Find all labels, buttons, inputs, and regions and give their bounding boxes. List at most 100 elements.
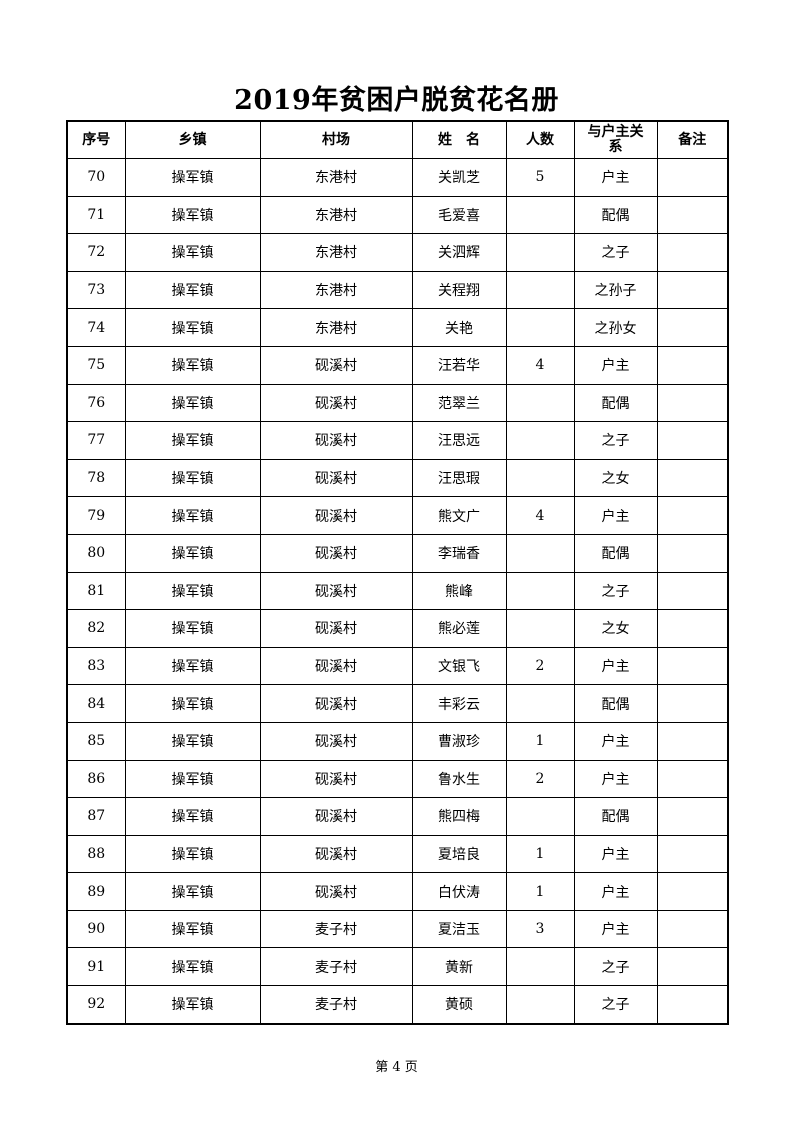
cell-index: 86	[66, 759, 126, 799]
table-row: 75 操军镇 砚溪村 汪若华 4 户主	[66, 345, 729, 385]
header-village: 村场	[259, 120, 413, 159]
cell-village: 砚溪村	[259, 345, 413, 385]
cell-name: 李瑞香	[411, 533, 507, 573]
table-row: 81 操军镇 砚溪村 熊峰 之子	[66, 571, 729, 611]
cell-index: 73	[66, 270, 126, 310]
header-relation: 与户主关系	[573, 120, 658, 159]
header-remark: 备注	[656, 120, 729, 159]
cell-relation: 户主	[573, 646, 658, 686]
cell-remark	[656, 345, 729, 385]
cell-index: 70	[66, 158, 126, 197]
cell-relation: 户主	[573, 759, 658, 799]
cell-count: 2	[505, 646, 575, 686]
cell-remark	[656, 797, 729, 836]
cell-name: 毛爱喜	[411, 195, 507, 235]
cell-index: 83	[66, 646, 126, 686]
cell-count	[505, 195, 575, 235]
cell-index: 82	[66, 609, 126, 648]
cell-name: 关艳	[411, 308, 507, 347]
cell-count: 4	[505, 345, 575, 385]
table-row: 85 操军镇 砚溪村 曹淑珍 1 户主	[66, 721, 729, 761]
cell-remark	[656, 195, 729, 235]
cell-name: 范翠兰	[411, 383, 507, 423]
cell-relation: 户主	[573, 909, 658, 949]
cell-village: 麦子村	[259, 947, 413, 987]
table-row: 84 操军镇 砚溪村 丰彩云 配偶	[66, 684, 729, 723]
cell-village: 砚溪村	[259, 496, 413, 535]
table-row: 70 操军镇 东港村 关凯芝 5 户主	[66, 158, 729, 197]
cell-name: 夏洁玉	[411, 909, 507, 949]
cell-count: 5	[505, 158, 575, 197]
cell-relation: 之女	[573, 609, 658, 648]
cell-index: 87	[66, 797, 126, 836]
cell-village: 麦子村	[259, 985, 413, 1025]
cell-town: 操军镇	[124, 383, 261, 423]
cell-name: 熊必莲	[411, 609, 507, 648]
cell-remark	[656, 872, 729, 911]
cell-village: 砚溪村	[259, 609, 413, 648]
cell-name: 汪若华	[411, 345, 507, 385]
cell-remark	[656, 646, 729, 686]
table-row: 74 操军镇 东港村 关艳 之孙女	[66, 308, 729, 347]
cell-remark	[656, 759, 729, 799]
cell-town: 操军镇	[124, 571, 261, 611]
cell-index: 75	[66, 345, 126, 385]
cell-name: 曹淑珍	[411, 721, 507, 761]
cell-town: 操军镇	[124, 345, 261, 385]
cell-town: 操军镇	[124, 797, 261, 836]
cell-town: 操军镇	[124, 684, 261, 723]
cell-relation: 之孙子	[573, 270, 658, 310]
cell-relation: 之子	[573, 985, 658, 1025]
cell-village: 砚溪村	[259, 421, 413, 460]
cell-town: 操军镇	[124, 421, 261, 460]
cell-town: 操军镇	[124, 533, 261, 573]
cell-count	[505, 421, 575, 460]
cell-town: 操军镇	[124, 834, 261, 874]
cell-remark	[656, 947, 729, 987]
cell-remark	[656, 985, 729, 1025]
cell-village: 砚溪村	[259, 834, 413, 874]
table-row: 76 操军镇 砚溪村 范翠兰 配偶	[66, 383, 729, 423]
cell-town: 操军镇	[124, 458, 261, 498]
cell-remark	[656, 721, 729, 761]
table-row: 88 操军镇 砚溪村 夏培良 1 户主	[66, 834, 729, 874]
cell-name: 熊文广	[411, 496, 507, 535]
cell-name: 黄新	[411, 947, 507, 987]
table-row: 80 操军镇 砚溪村 李瑞香 配偶	[66, 533, 729, 573]
table-row: 78 操军镇 砚溪村 汪思瑕 之女	[66, 458, 729, 498]
cell-relation: 配偶	[573, 383, 658, 423]
cell-town: 操军镇	[124, 158, 261, 197]
cell-index: 76	[66, 383, 126, 423]
header-row: 序号 乡镇 村场 姓 名 人数 与户主关系 备注	[66, 120, 729, 159]
cell-relation: 之孙女	[573, 308, 658, 347]
cell-index: 74	[66, 308, 126, 347]
cell-relation: 之子	[573, 421, 658, 460]
cell-index: 81	[66, 571, 126, 611]
cell-relation: 户主	[573, 158, 658, 197]
cell-index: 89	[66, 872, 126, 911]
cell-count: 1	[505, 721, 575, 761]
cell-remark	[656, 834, 729, 874]
cell-count	[505, 533, 575, 573]
cell-village: 砚溪村	[259, 797, 413, 836]
table-row: 86 操军镇 砚溪村 鲁水生 2 户主	[66, 759, 729, 799]
cell-relation: 配偶	[573, 533, 658, 573]
cell-index: 79	[66, 496, 126, 535]
cell-remark	[656, 684, 729, 723]
cell-name: 熊峰	[411, 571, 507, 611]
cell-count	[505, 985, 575, 1025]
cell-count: 1	[505, 834, 575, 874]
cell-index: 72	[66, 233, 126, 272]
cell-count	[505, 270, 575, 310]
cell-index: 77	[66, 421, 126, 460]
cell-remark	[656, 609, 729, 648]
cell-village: 砚溪村	[259, 383, 413, 423]
cell-remark	[656, 533, 729, 573]
cell-town: 操军镇	[124, 909, 261, 949]
table-row: 90 操军镇 麦子村 夏洁玉 3 户主	[66, 909, 729, 949]
cell-remark	[656, 383, 729, 423]
roster-table: 序号 乡镇 村场 姓 名 人数 与户主关系 备注 70 操军镇 东港村 关凯芝 5 户主 7…	[66, 120, 729, 1025]
cell-name: 文银飞	[411, 646, 507, 686]
cell-name: 白伏涛	[411, 872, 507, 911]
cell-remark	[656, 308, 729, 347]
